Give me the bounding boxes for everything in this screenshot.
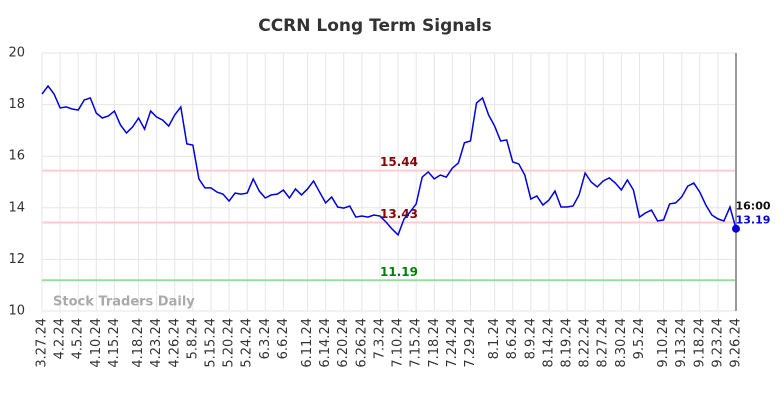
x-tick-label: 8.30.24	[614, 318, 629, 368]
chart-title: CCRN Long Term Signals	[258, 16, 492, 36]
x-tick-label: 8.19.24	[560, 318, 575, 368]
x-tick-label: 7.29.24	[463, 318, 478, 368]
x-tick-label: 8.6.24	[505, 318, 520, 359]
x-tick-label: 9.10.24	[656, 318, 671, 368]
price-line	[41, 84, 737, 237]
x-tick-label: 8.27.24	[596, 318, 611, 368]
x-tick-label: 7.10.24	[391, 318, 406, 368]
x-tick-label: 7.18.24	[427, 318, 442, 368]
x-tick-label: 8.1.24	[487, 318, 502, 359]
watermark: Stock Traders Daily	[53, 295, 195, 310]
x-tick-label: 6.11.24	[300, 318, 315, 368]
x-tick-label: 5.15.24	[203, 318, 218, 368]
x-tick-label: 6.3.24	[258, 318, 273, 359]
last-value-label: 13.19	[736, 214, 771, 227]
x-tick-label: 4.10.24	[89, 318, 104, 368]
x-tick-label: 9.26.24	[729, 318, 744, 368]
x-tick-label: 4.15.24	[107, 318, 122, 368]
x-tick-label: 5.20.24	[222, 318, 237, 368]
y-tick-label: 10	[8, 304, 25, 319]
reference-label: 13.43	[380, 207, 418, 221]
end-time-label: 16:00	[735, 200, 770, 213]
x-tick-label: 6.14.24	[318, 318, 333, 368]
x-tick-label: 4.18.24	[131, 318, 146, 368]
x-tick-label: 7.3.24	[372, 318, 387, 359]
x-tick-label: 7.15.24	[409, 318, 424, 368]
x-tick-label: 8.22.24	[578, 318, 593, 368]
reference-label: 11.19	[380, 265, 418, 279]
y-tick-label: 20	[8, 46, 25, 61]
x-tick-label: 8.9.24	[523, 318, 538, 359]
x-tick-label: 6.20.24	[336, 318, 351, 368]
x-tick-label: 6.26.24	[354, 318, 369, 368]
y-tick-label: 14	[8, 200, 25, 215]
x-tick-label: 4.26.24	[167, 318, 182, 368]
x-tick-label: 3.27.24	[35, 318, 50, 368]
x-tick-label: 8.14.24	[541, 318, 556, 368]
y-tick-label: 16	[8, 149, 25, 164]
x-tick-label: 5.8.24	[185, 318, 200, 359]
y-tick-label: 12	[8, 252, 25, 267]
x-tick-label: 4.5.24	[71, 318, 86, 359]
x-tick-label: 6.6.24	[276, 318, 291, 359]
x-tick-label: 9.18.24	[692, 318, 707, 368]
x-tick-label: 4.2.24	[53, 318, 68, 359]
reference-label: 15.44	[380, 155, 418, 169]
last-point	[732, 224, 740, 233]
x-tick-label: 9.5.24	[632, 318, 647, 359]
x-tick-label: 5.24.24	[240, 318, 255, 368]
x-tick-label: 9.13.24	[674, 318, 689, 368]
y-tick-label: 18	[8, 97, 25, 112]
x-tick-label: 7.24.24	[445, 318, 460, 368]
x-tick-label: 4.23.24	[149, 318, 164, 368]
x-tick-label: 9.23.24	[710, 318, 725, 368]
